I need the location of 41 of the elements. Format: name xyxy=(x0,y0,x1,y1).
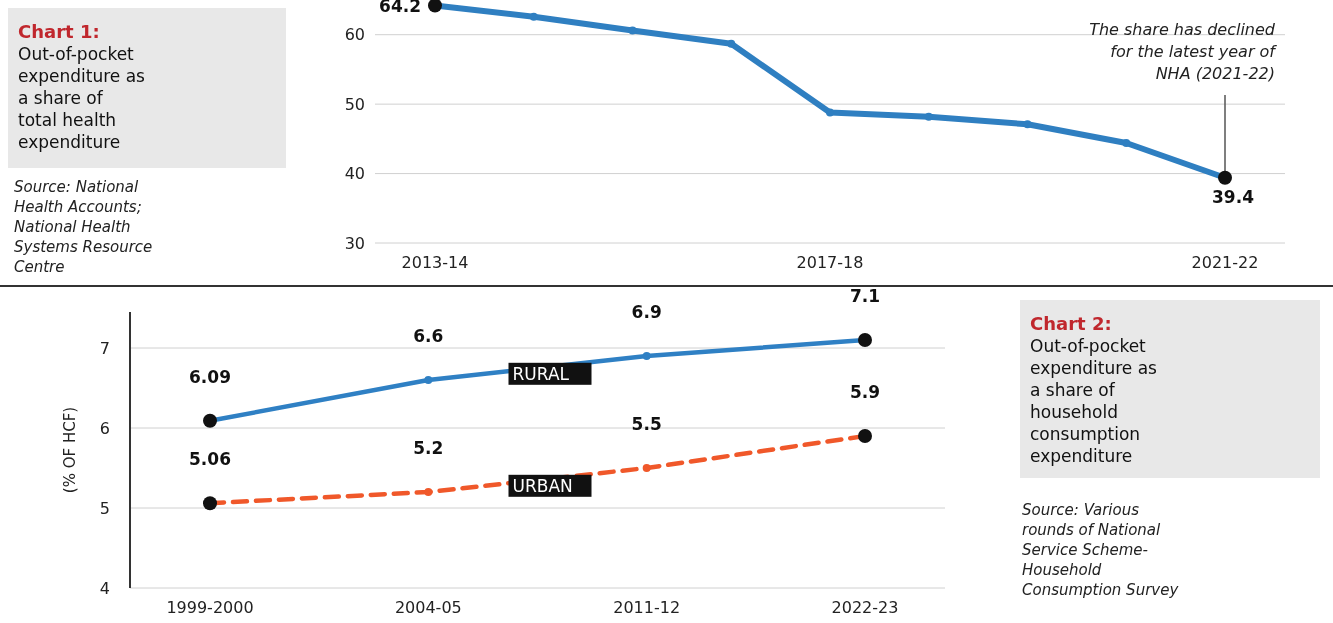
y-axis-title: (% OF HCF) xyxy=(61,406,79,494)
y-tick-label: 4 xyxy=(99,578,110,598)
x-tick-label: 2004-05 xyxy=(394,598,462,617)
y-tick-label: 5 xyxy=(99,498,110,518)
data-label: 6.9 xyxy=(631,302,662,322)
y-tick-label: 7 xyxy=(99,338,110,358)
x-tick-label: 2022-23 xyxy=(831,598,899,617)
data-label: 39.4 xyxy=(1212,186,1255,207)
source-note: Source: National Health Accounts; National Health Systems Resource Centre xyxy=(14,178,153,276)
point xyxy=(924,112,933,121)
annotation: The share has declined for the latest year of NHA (2021-22) xyxy=(1089,20,1278,83)
text: Out-of-pocket expenditure as a share of household consumption expenditure xyxy=(1030,336,1158,466)
text: Out-of-pocket expenditure as a share of total health expenditure xyxy=(18,44,146,152)
point xyxy=(628,26,637,35)
caption: Chart 2: xyxy=(1030,313,1112,334)
data-label: 6.6 xyxy=(413,326,444,346)
series-label: RURAL xyxy=(512,363,570,384)
y-tick-label: 30 xyxy=(344,233,365,253)
point xyxy=(826,108,834,117)
y-tick-label: 60 xyxy=(344,25,365,45)
data-label: 5.06 xyxy=(189,449,231,470)
x-tick-label: 2021-22 xyxy=(1191,253,1259,272)
data-label: 7.1 xyxy=(849,286,881,306)
data-label: 6.09 xyxy=(189,366,231,387)
data-label: 5.5 xyxy=(631,414,662,434)
y-tick-label: 40 xyxy=(344,164,365,184)
x-tick-label: 2013-14 xyxy=(401,253,469,272)
series-label: URBAN xyxy=(512,475,573,496)
x-tick-label: 2011-12 xyxy=(613,598,681,617)
point xyxy=(1122,139,1131,148)
point xyxy=(529,12,538,21)
data-label: 5.2 xyxy=(413,438,444,458)
y-tick-label: 6 xyxy=(99,418,110,438)
x-tick-label: 1999-2000 xyxy=(166,598,254,617)
x-tick-label: 2017-18 xyxy=(796,253,864,272)
point xyxy=(1023,120,1032,129)
source-note: Source: Various rounds of National Service Scheme-Household Consumption Survey xyxy=(1022,501,1180,599)
y-tick-label: 50 xyxy=(344,94,365,114)
point xyxy=(727,39,736,48)
caption: Chart 1: xyxy=(18,21,100,42)
data-label: 5.9 xyxy=(849,382,881,402)
